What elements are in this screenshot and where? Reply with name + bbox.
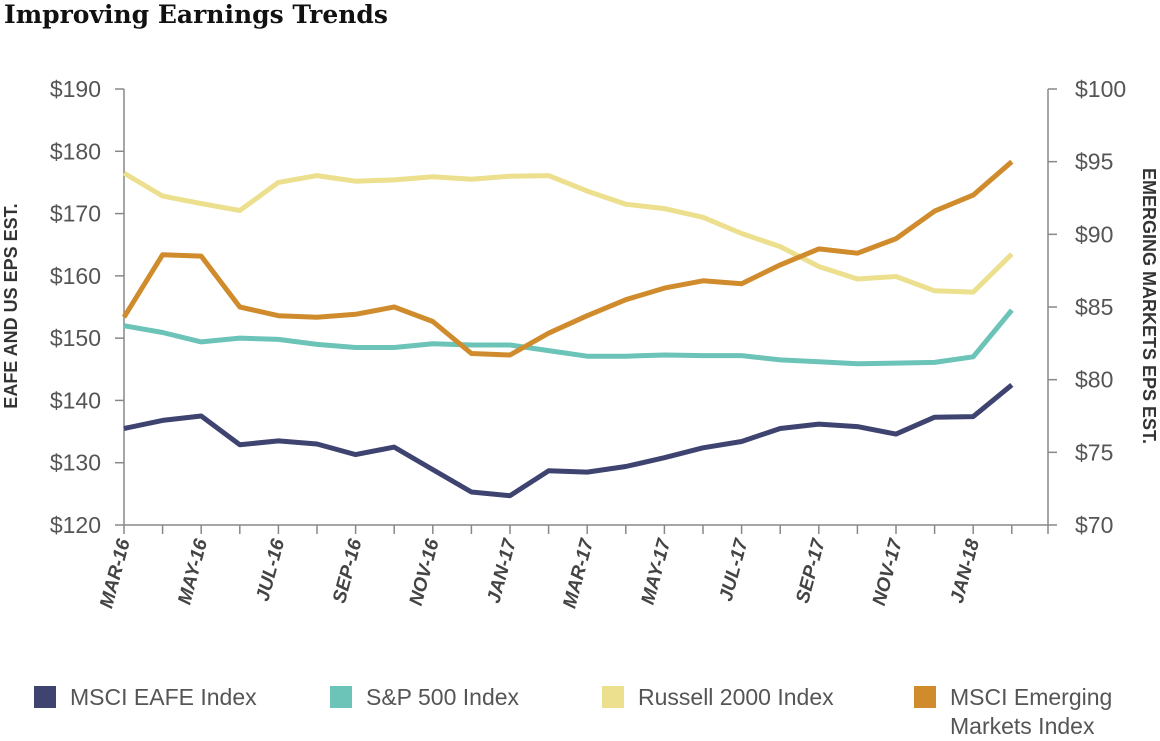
x-tick-label: MAY-16 [174,536,212,606]
right-tick-label: $80 [1075,367,1113,393]
right-tick-label: $75 [1075,439,1113,465]
right-tick-label: $100 [1075,76,1126,102]
x-tick-label: MAR-16 [96,536,135,610]
x-tick-label: MAR-17 [559,535,598,610]
x-tick-label: NOV-16 [406,536,444,607]
left-tick-label: $120 [50,512,101,538]
left-axis-title: EAFE AND US EPS EST. [1,203,21,408]
left-tick-label: $180 [50,138,101,164]
series-line-s-p-500-index [123,308,1014,367]
chart-title: Improving Earnings Trends [4,0,388,29]
left-tick-label: $130 [50,450,101,476]
left-tick-label: $190 [50,76,101,102]
right-tick-label: $95 [1075,149,1113,175]
x-tick-label: NOV-17 [869,535,907,607]
right-tick-label: $90 [1075,221,1113,247]
x-tick-label: SEP-17 [792,535,830,605]
left-tick-label: $160 [50,263,101,289]
x-tick-label: JUL-17 [716,535,753,603]
series-line-msci-eafe-index [123,382,1014,499]
x-tick-label: JUL-16 [253,536,290,603]
x-tick-label: SEP-16 [329,536,366,605]
x-tick-label: MAY-17 [638,535,676,606]
left-tick-label: $170 [50,201,101,227]
right-tick-label: $70 [1075,512,1113,538]
right-tick-label: $85 [1075,294,1113,320]
series-line-russell-2000-index [122,170,1014,295]
series-line-msci-emerging-markets-index [121,159,1014,358]
left-tick-label: $140 [50,387,101,413]
x-tick-label: JAN-17 [484,535,522,605]
left-tick-label: $150 [50,325,101,351]
series-lines [121,159,1014,499]
x-tick-label: JAN-18 [947,536,984,605]
right-axis-title: EMERGING MARKETS EPS EST. [1139,168,1159,444]
